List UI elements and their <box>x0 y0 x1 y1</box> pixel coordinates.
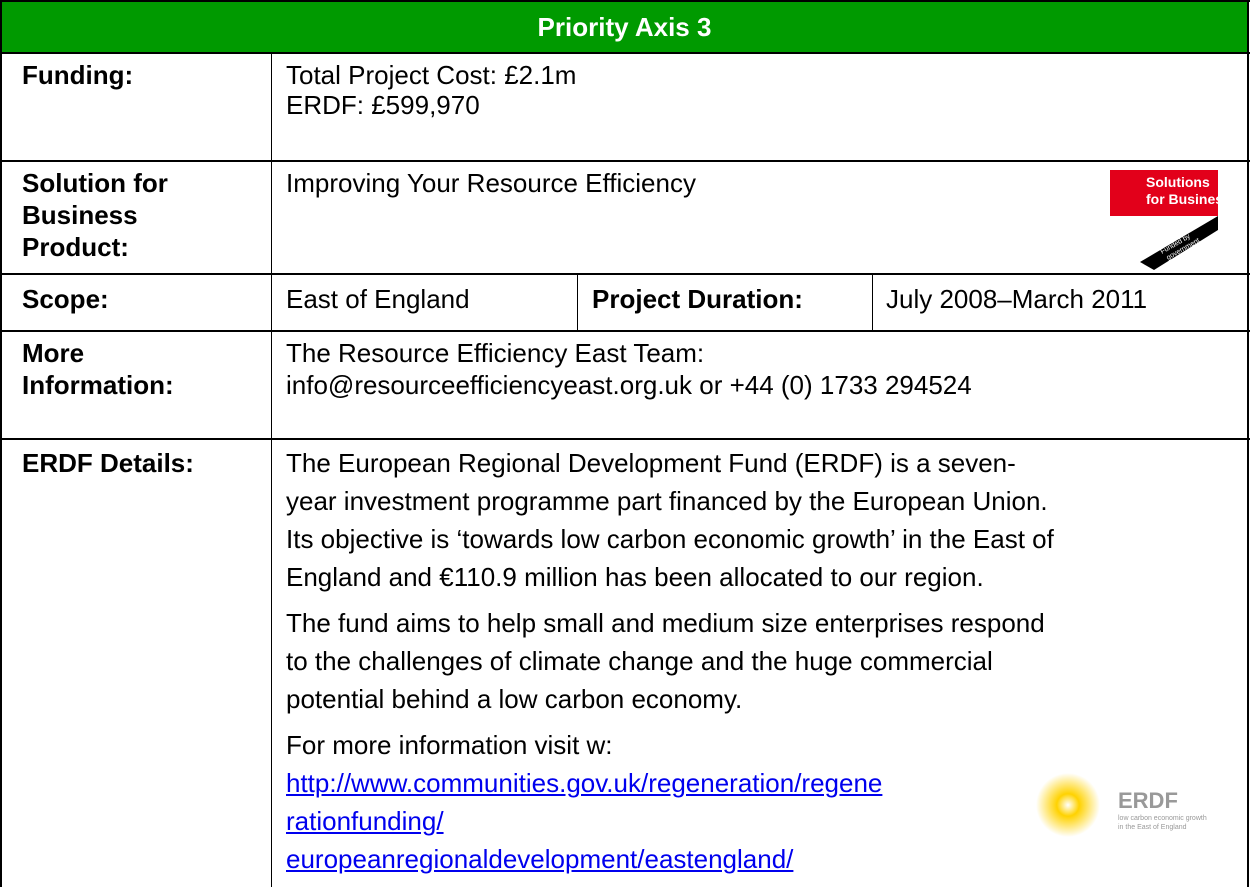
link-line: europeanregionaldevelopment/eastengland/ <box>286 840 1236 878</box>
row-value: Total Project Cost: £2.1m <box>286 60 577 90</box>
row-label: Project Duration: <box>592 284 803 314</box>
row-label: Product: <box>22 232 129 262</box>
link[interactable]: http://www.communities.gov.uk/regenerati… <box>286 768 883 798</box>
border <box>271 52 272 887</box>
logo-band <box>1140 216 1218 270</box>
link[interactable]: rationfunding/ <box>286 806 444 836</box>
row-label: Scope: <box>22 284 109 314</box>
text-line: England and €110.9 million has been allo… <box>286 562 984 592</box>
border <box>872 273 873 330</box>
row-label: ERDF Details: <box>22 448 194 478</box>
logo-box <box>1110 170 1218 216</box>
link[interactable]: europeanregionaldevelopment/eastengland/ <box>286 844 794 874</box>
row-value: info@resourceefficiencyeast.org.uk or +4… <box>286 370 972 400</box>
logo-sun <box>1036 773 1100 837</box>
row-label: Business <box>22 200 138 230</box>
erdf-text: The European Regional Development Fund (… <box>286 444 1236 878</box>
text-line: potential behind a low carbon economy. <box>286 684 743 714</box>
border <box>1247 0 1249 887</box>
logo-text: ERDF <box>1118 788 1178 813</box>
header-title: Priority Axis 3 <box>537 12 712 42</box>
text-line: year investment programme part financed … <box>286 486 1048 516</box>
row-value: ERDF: £599,970 <box>286 90 480 120</box>
logo-text: for Business <box>1146 191 1220 207</box>
row-value: The Resource Efficiency East Team: <box>286 338 705 368</box>
logo-text: low carbon economic growth <box>1118 815 1207 822</box>
row-value: East of England <box>286 284 470 314</box>
logo-text: Solutions <box>1146 174 1210 190</box>
paragraph: The European Regional Development Fund (… <box>286 444 1236 596</box>
erdf-logo: ERDF low carbon economic growth in the E… <box>1036 773 1207 837</box>
text-line: The European Regional Development Fund (… <box>286 448 1016 478</box>
text-line: The fund aims to help small and medium s… <box>286 608 1045 638</box>
row-value: July 2008–March 2011 <box>886 284 1148 314</box>
row-label: Information: <box>22 370 174 400</box>
row-label: More <box>22 338 85 368</box>
row-value: Improving Your Resource Efficiency <box>286 168 696 198</box>
header-bar <box>2 2 1247 52</box>
border <box>0 160 1250 162</box>
text-line: Its objective is ‘towards low carbon eco… <box>286 524 1054 554</box>
solutions-logo: Solutions for Business Funded by governm… <box>1110 170 1220 270</box>
link-line: http://www.communities.gov.uk/regenerati… <box>286 764 1236 802</box>
logo-text: in the East of England <box>1118 824 1187 831</box>
border <box>0 0 2 887</box>
border <box>577 273 578 330</box>
text-line: For more information visit w: <box>286 730 613 760</box>
link-line: rationfunding/ <box>286 802 1236 840</box>
border <box>0 273 1250 275</box>
border <box>0 330 1250 332</box>
border <box>0 0 1250 2</box>
paragraph: The fund aims to help small and medium s… <box>286 604 1236 718</box>
border <box>0 438 1250 440</box>
row-label: Funding: <box>22 60 134 90</box>
border <box>0 52 1250 54</box>
text-line: to the challenges of climate change and … <box>286 646 993 676</box>
row-label: Solution for <box>22 168 168 198</box>
